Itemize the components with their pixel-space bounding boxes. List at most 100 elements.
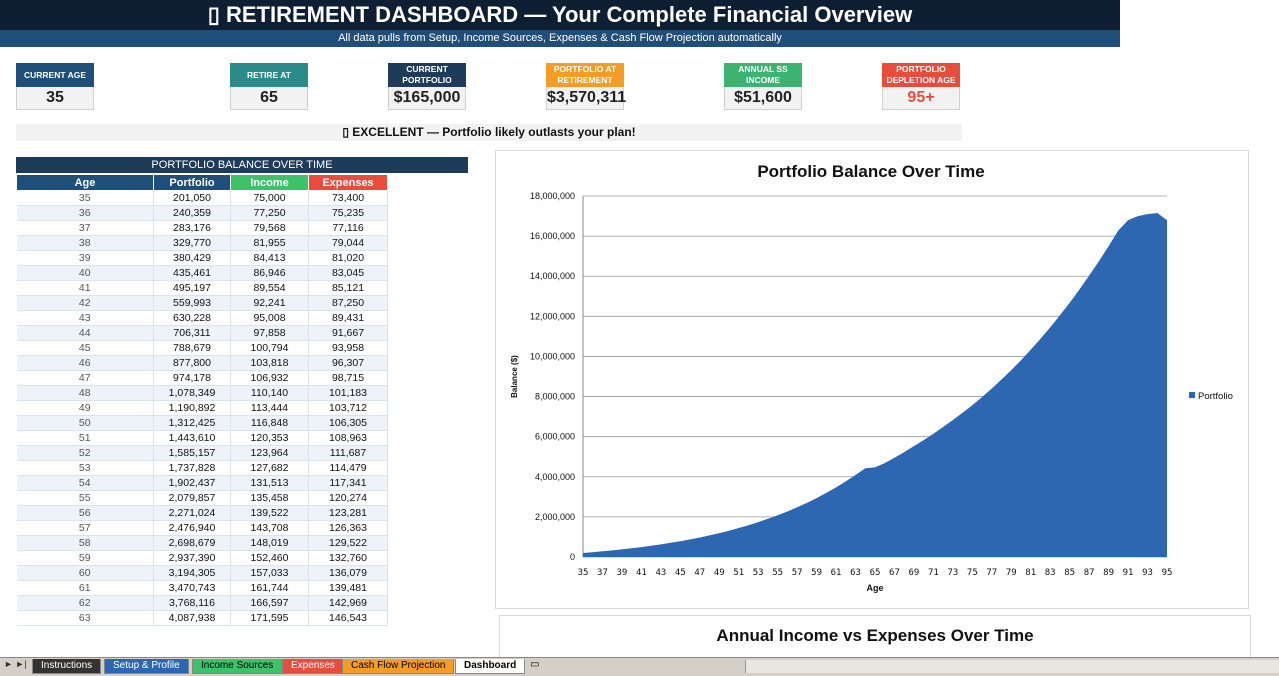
cell-expenses[interactable]: 87,250	[308, 295, 388, 311]
cell-income[interactable]: 120,353	[230, 430, 309, 446]
tab-setup-profile[interactable]: Setup & Profile	[104, 659, 189, 674]
cell-expenses[interactable]: 139,481	[308, 580, 388, 596]
cell-age[interactable]: 53	[16, 460, 154, 476]
cell-age[interactable]: 57	[16, 520, 154, 536]
cell-age[interactable]: 40	[16, 265, 154, 281]
cell-portfolio[interactable]: 2,698,679	[153, 535, 231, 551]
cell-age[interactable]: 45	[16, 340, 154, 356]
cell-portfolio[interactable]: 283,176	[153, 220, 231, 236]
cell-income[interactable]: 77,250	[230, 205, 309, 221]
cell-age[interactable]: 52	[16, 445, 154, 461]
cell-income[interactable]: 92,241	[230, 295, 309, 311]
cell-portfolio[interactable]: 3,768,116	[153, 595, 231, 611]
cell-age[interactable]: 35	[16, 190, 154, 206]
new-sheet-icon[interactable]: ▭	[530, 659, 540, 670]
cell-income[interactable]: 116,848	[230, 415, 309, 431]
cell-income[interactable]: 75,000	[230, 190, 309, 206]
cell-expenses[interactable]: 123,281	[308, 505, 388, 521]
cell-income[interactable]: 79,568	[230, 220, 309, 236]
cell-expenses[interactable]: 106,305	[308, 415, 388, 431]
col-header-portfolio[interactable]: Portfolio	[153, 174, 231, 191]
cell-age[interactable]: 37	[16, 220, 154, 236]
portfolio-chart[interactable]: Portfolio Balance Over Time 0 2,000,000 4,…	[495, 150, 1249, 609]
cell-income[interactable]: 84,413	[230, 250, 309, 266]
tab-scroll-arrows[interactable]: ► ►|	[4, 659, 27, 669]
cell-age[interactable]: 39	[16, 250, 154, 266]
cell-income[interactable]: 152,460	[230, 550, 309, 566]
cell-portfolio[interactable]: 3,470,743	[153, 580, 231, 596]
cell-expenses[interactable]: 98,715	[308, 370, 388, 386]
tab-instructions[interactable]: Instructions	[32, 659, 102, 674]
cell-expenses[interactable]: 126,363	[308, 520, 388, 536]
cell-age[interactable]: 59	[16, 550, 154, 566]
cell-expenses[interactable]: 93,958	[308, 340, 388, 356]
cell-expenses[interactable]: 77,116	[308, 220, 388, 236]
col-header-expenses[interactable]: Expenses	[308, 174, 388, 191]
cell-age[interactable]: 42	[16, 295, 154, 311]
cell-portfolio[interactable]: 630,228	[153, 310, 231, 326]
cell-portfolio[interactable]: 1,078,349	[153, 385, 231, 401]
cell-portfolio[interactable]: 2,271,024	[153, 505, 231, 521]
cell-expenses[interactable]: 146,543	[308, 610, 388, 626]
cell-income[interactable]: 171,595	[230, 610, 309, 626]
cell-income[interactable]: 106,932	[230, 370, 309, 386]
cell-income[interactable]: 135,458	[230, 490, 309, 506]
cell-age[interactable]: 44	[16, 325, 154, 341]
cell-expenses[interactable]: 89,431	[308, 310, 388, 326]
cell-age[interactable]: 38	[16, 235, 154, 251]
cell-expenses[interactable]: 142,969	[308, 595, 388, 611]
tab-dashboard[interactable]: Dashboard	[455, 659, 526, 674]
cell-age[interactable]: 61	[16, 580, 154, 596]
cell-expenses[interactable]: 114,479	[308, 460, 388, 476]
col-header-age[interactable]: Age	[16, 174, 154, 191]
cell-income[interactable]: 139,522	[230, 505, 309, 521]
cell-income[interactable]: 95,008	[230, 310, 309, 326]
cell-income[interactable]: 100,794	[230, 340, 309, 356]
cell-expenses[interactable]: 111,687	[308, 445, 388, 461]
cell-age[interactable]: 36	[16, 205, 154, 221]
cell-expenses[interactable]: 91,667	[308, 325, 388, 341]
cell-portfolio[interactable]: 329,770	[153, 235, 231, 251]
cell-portfolio[interactable]: 495,197	[153, 280, 231, 296]
cell-portfolio[interactable]: 974,178	[153, 370, 231, 386]
cell-portfolio[interactable]: 201,050	[153, 190, 231, 206]
cell-income[interactable]: 86,946	[230, 265, 309, 281]
cell-expenses[interactable]: 117,341	[308, 475, 388, 491]
cell-income[interactable]: 103,818	[230, 355, 309, 371]
cell-expenses[interactable]: 132,760	[308, 550, 388, 566]
cell-expenses[interactable]: 129,522	[308, 535, 388, 551]
cell-portfolio[interactable]: 2,476,940	[153, 520, 231, 536]
cell-income[interactable]: 131,513	[230, 475, 309, 491]
cell-expenses[interactable]: 108,963	[308, 430, 388, 446]
cell-expenses[interactable]: 120,274	[308, 490, 388, 506]
cell-income[interactable]: 143,708	[230, 520, 309, 536]
cell-age[interactable]: 62	[16, 595, 154, 611]
cell-income[interactable]: 113,444	[230, 400, 309, 416]
cell-age[interactable]: 51	[16, 430, 154, 446]
cell-portfolio[interactable]: 240,359	[153, 205, 231, 221]
cell-expenses[interactable]: 79,044	[308, 235, 388, 251]
cell-portfolio[interactable]: 559,993	[153, 295, 231, 311]
cell-expenses[interactable]: 83,045	[308, 265, 388, 281]
cell-portfolio[interactable]: 1,312,425	[153, 415, 231, 431]
cell-expenses[interactable]: 81,020	[308, 250, 388, 266]
tab-cash-flow-projection[interactable]: Cash Flow Projection	[342, 659, 455, 674]
cell-age[interactable]: 48	[16, 385, 154, 401]
cell-portfolio[interactable]: 2,937,390	[153, 550, 231, 566]
cell-income[interactable]: 161,744	[230, 580, 309, 596]
cell-age[interactable]: 47	[16, 370, 154, 386]
cell-age[interactable]: 46	[16, 355, 154, 371]
horizontal-scrollbar[interactable]	[745, 660, 1279, 673]
cell-portfolio[interactable]: 2,079,857	[153, 490, 231, 506]
cell-portfolio[interactable]: 435,461	[153, 265, 231, 281]
cell-income[interactable]: 81,955	[230, 235, 309, 251]
cell-expenses[interactable]: 96,307	[308, 355, 388, 371]
cell-age[interactable]: 55	[16, 490, 154, 506]
cell-age[interactable]: 63	[16, 610, 154, 626]
cell-age[interactable]: 41	[16, 280, 154, 296]
cell-portfolio[interactable]: 1,902,437	[153, 475, 231, 491]
cell-expenses[interactable]: 101,183	[308, 385, 388, 401]
cell-income[interactable]: 89,554	[230, 280, 309, 296]
cell-income[interactable]: 157,033	[230, 565, 309, 581]
cell-portfolio[interactable]: 877,800	[153, 355, 231, 371]
